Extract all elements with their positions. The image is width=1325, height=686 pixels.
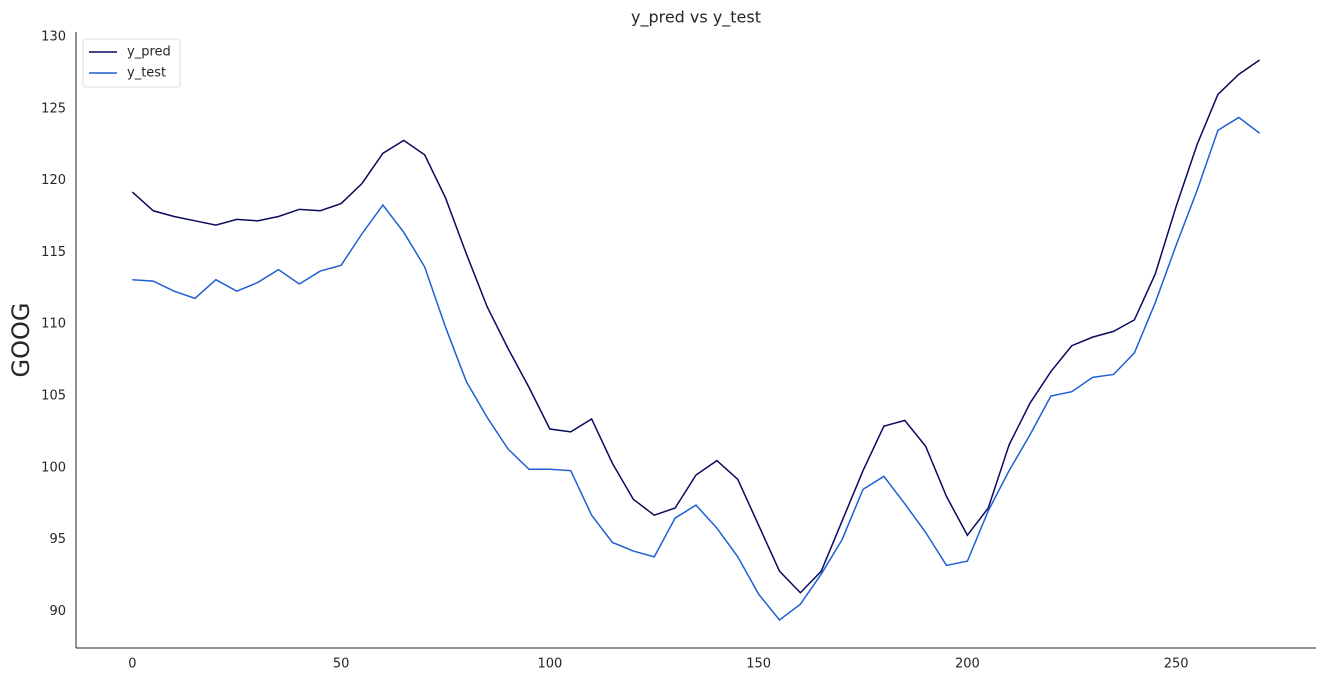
y-tick-label: 110 bbox=[41, 317, 66, 332]
y-tick-label: 130 bbox=[41, 30, 66, 45]
y-tick-label: 125 bbox=[41, 101, 66, 116]
x-tick-label: 250 bbox=[1164, 657, 1189, 672]
x-tick-label: 150 bbox=[746, 657, 771, 672]
legend-label: y_pred bbox=[127, 45, 171, 60]
y-tick-label: 105 bbox=[41, 389, 66, 404]
series-line bbox=[132, 116, 1261, 622]
x-tick-label: 0 bbox=[128, 657, 136, 672]
x-tick-label: 200 bbox=[955, 657, 980, 672]
legend-box bbox=[82, 38, 181, 88]
y-tick-label: 100 bbox=[41, 460, 66, 475]
y-tick-label: 120 bbox=[41, 173, 66, 188]
chart-title: y_pred vs y_test bbox=[631, 8, 761, 28]
y-tick-label: 95 bbox=[49, 532, 66, 547]
legend-label: y_test bbox=[127, 66, 166, 81]
x-tick-label: 100 bbox=[537, 657, 562, 672]
series-line bbox=[131, 59, 1261, 594]
x-tick-label: 50 bbox=[333, 657, 350, 672]
y-tick-label: 90 bbox=[49, 604, 66, 619]
y-axis-label: GOOG bbox=[7, 303, 35, 378]
y-tick-label: 115 bbox=[41, 245, 66, 260]
